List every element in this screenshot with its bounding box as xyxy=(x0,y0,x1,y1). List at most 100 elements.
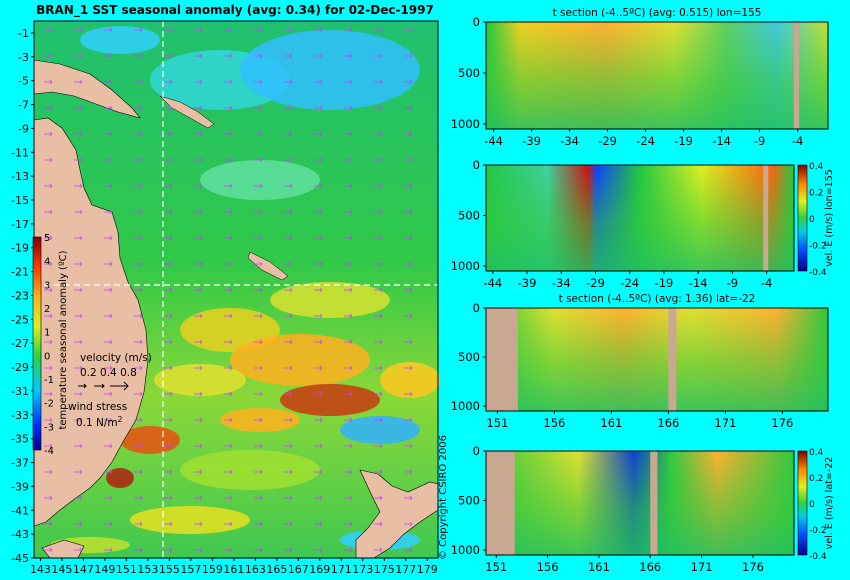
map-xtick-label: 143 xyxy=(30,563,51,576)
section-xtick-label: -19 xyxy=(674,134,693,148)
map-ytick-label: -27 xyxy=(11,337,29,350)
velocity-colorbar-label: vel. E (m/s) lon=155 xyxy=(824,169,835,267)
velocity-colorbar-tick: -0.2 xyxy=(809,526,827,536)
map-xtick-label: 151 xyxy=(116,563,137,576)
velocity-colorbar-tick: 0.4 xyxy=(809,448,824,458)
map-ytick-label: -13 xyxy=(11,170,29,183)
section-xtick-label: -39 xyxy=(522,134,541,148)
sst-colorbar-ticks: 5 4 3 2 1 0 -1 -2 -3 -4 xyxy=(44,233,54,457)
sst-colorbar-tick: 2 xyxy=(44,304,50,315)
section-xtick-label: -14 xyxy=(689,276,708,290)
section-ytick-label: 500 xyxy=(458,494,480,508)
map-ytick-label: -7 xyxy=(18,99,29,112)
section-panel-1: t section (-4..5ºC) (avg: 0.515) lon=155… xyxy=(451,7,829,148)
map-ytick-label: -9 xyxy=(18,122,29,135)
section-xtick-label: -44 xyxy=(484,134,503,148)
section-title: t section (-4..5ºC) (avg: 1.36) lat=-22 xyxy=(559,293,756,305)
map-xtick-label: 163 xyxy=(245,563,266,576)
map-ytick-label: -43 xyxy=(11,528,29,541)
velocity-colorbar xyxy=(797,164,808,272)
section-xtick-label: -4 xyxy=(761,276,772,290)
section-xtick-label: -9 xyxy=(754,134,765,148)
wind-stress-value: 0.1 N/m2 xyxy=(76,415,123,429)
map-ytick-label: -21 xyxy=(11,266,29,279)
section-ytick-label: 0 xyxy=(473,444,480,458)
map-title: BRAN_1 SST seasonal anomaly (avg: 0.34) … xyxy=(36,3,434,18)
map-ytick-label: -3 xyxy=(18,51,29,64)
section-xtick-label: 161 xyxy=(588,560,610,574)
map-xtick-label: 159 xyxy=(202,563,223,576)
map-xtick-label: 147 xyxy=(73,563,94,576)
section-ytick-label: 1000 xyxy=(451,117,480,131)
map-ytick-label: -31 xyxy=(11,385,29,398)
velocity-colorbar-tick: -0.4 xyxy=(809,268,827,278)
section-xtick-label: 151 xyxy=(486,416,508,430)
map-xtick-label: 157 xyxy=(180,563,201,576)
map-xtick-label: 169 xyxy=(309,563,330,576)
section-panels: t section (-4..5ºC) (avg: 0.515) lon=155… xyxy=(451,7,835,574)
section-ytick-label: 1000 xyxy=(451,543,480,557)
map-ytick-label: -37 xyxy=(11,457,29,470)
tasmania-land xyxy=(41,539,85,559)
map-xtick-label: 155 xyxy=(159,563,180,576)
section-land xyxy=(486,308,518,411)
section-ytick-label: 0 xyxy=(473,15,480,29)
map-ytick-label: -45 xyxy=(11,552,29,565)
velocity-scale: 0.2 0.4 0.8 xyxy=(80,367,137,379)
wind-stress-label: wind stress xyxy=(68,401,127,413)
section-land xyxy=(763,165,769,271)
velocity-arrows-legend xyxy=(78,381,129,391)
sst-colorbar-tick: -3 xyxy=(44,422,54,433)
section-xtick-label: 176 xyxy=(771,416,793,430)
solomon-islands-land xyxy=(159,95,215,129)
section-xtick-label: -34 xyxy=(560,134,579,148)
section-ytick-label: 500 xyxy=(458,208,480,222)
velocity-label: velocity (m/s) xyxy=(80,352,152,364)
section-xtick-label: 156 xyxy=(537,560,559,574)
map-xtick-label: 167 xyxy=(288,563,309,576)
velocity-colorbar-tick: -0.2 xyxy=(809,242,827,252)
section-xtick-label: -29 xyxy=(586,276,605,290)
map-xtick-label: 177 xyxy=(395,563,416,576)
velocity-colorbar-tick: 0 xyxy=(809,215,815,225)
map-xtick-label: 165 xyxy=(266,563,287,576)
velocity-colorbar xyxy=(797,450,808,556)
section-xtick-label: -4 xyxy=(792,134,803,148)
sst-colorbar-tick: 4 xyxy=(44,257,50,268)
section-frame xyxy=(485,307,829,412)
velocity-colorbar-tick: 0.4 xyxy=(809,162,824,172)
section-xtick-label: -34 xyxy=(552,276,571,290)
velocity-colorbar-label: vel. E (m/s) lat=-22 xyxy=(824,457,835,550)
new-zealand-land xyxy=(355,469,439,559)
section-frame xyxy=(485,450,795,556)
map-ytick-label: -19 xyxy=(11,242,29,255)
section-panel-3: t section (-4..5ºC) (avg: 1.36) lat=-22 0… xyxy=(451,293,829,430)
map-ytick-label: -25 xyxy=(11,313,29,326)
section-panel-4: 0 500 1000 151 156 161 166 171 176 0.4 0.2 0 -0.2 -0.… xyxy=(451,444,835,574)
map-ytick-label: -39 xyxy=(11,480,29,493)
section-xtick-label: 161 xyxy=(600,416,622,430)
section-xtick-label: 171 xyxy=(691,560,713,574)
map-ytick-label: -5 xyxy=(18,75,29,88)
velocity-colorbar-tick: 0.2 xyxy=(809,474,823,484)
section-title: t section (-4..5ºC) (avg: 0.515) lon=155 xyxy=(553,7,762,19)
section-xtick-label: 171 xyxy=(714,416,736,430)
map-ytick-label: -35 xyxy=(11,433,29,446)
map-xtick-label: 145 xyxy=(51,563,72,576)
sst-colorbar-tick: -4 xyxy=(44,446,54,457)
section-xtick-label: 156 xyxy=(543,416,565,430)
velocity-colorbar-tick: -0.4 xyxy=(809,552,827,562)
sst-colorbar-tick: 5 xyxy=(44,233,50,244)
section-xtick-label: 176 xyxy=(742,560,764,574)
new-caledonia-land xyxy=(247,251,289,281)
map-x-ticks: 143 145 147 149 151 153 155 157 159 161 163 165 167 1… xyxy=(30,558,438,576)
section-ytick-label: 500 xyxy=(458,350,480,364)
section-xtick-label: 151 xyxy=(485,560,507,574)
section-xtick-label: -9 xyxy=(727,276,738,290)
map-xtick-label: 161 xyxy=(223,563,244,576)
section-land xyxy=(486,451,515,555)
section-ytick-label: 1000 xyxy=(451,259,480,273)
copyright-text: © Copyright CSIRO 2006 xyxy=(438,435,449,560)
sst-colorbar-tick: 1 xyxy=(44,328,50,339)
